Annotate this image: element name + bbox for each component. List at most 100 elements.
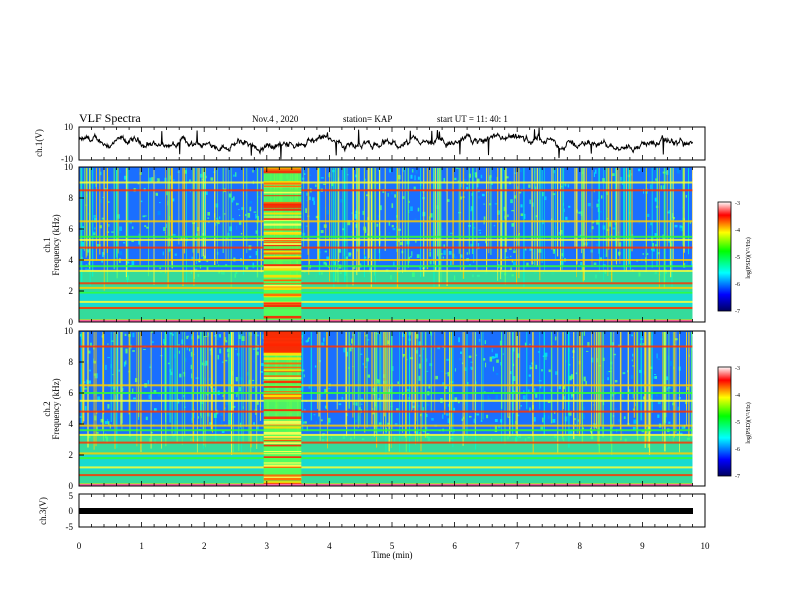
spec-noise-cell <box>324 388 327 393</box>
burst-line <box>263 239 302 242</box>
spec-noise-cell <box>579 234 582 237</box>
spec-noise-cell <box>627 221 631 226</box>
spec-noise-cell <box>164 232 166 234</box>
frequency-band <box>79 474 693 477</box>
spec-noise-cell <box>679 225 682 230</box>
spec-noise-cell <box>676 168 680 174</box>
spec-noise-cell <box>416 254 420 258</box>
spec-noise-cell <box>488 176 491 181</box>
spec-noise-cell <box>440 370 444 372</box>
spec-noise-cell <box>112 374 114 376</box>
ch1-cb-tick-1: -4 <box>735 228 740 234</box>
spec-noise-cell <box>328 243 330 246</box>
burst-line <box>263 423 302 425</box>
spec-noise-cell <box>459 358 462 361</box>
spec-noise-cell <box>425 414 428 417</box>
spec-noise-cell <box>240 232 243 235</box>
spec-noise-cell <box>402 393 404 395</box>
spec-noise-cell <box>579 343 582 348</box>
xtick-0: 0 <box>77 541 82 551</box>
spec-noise-cell <box>239 214 241 216</box>
spec-noise-cell <box>553 169 555 174</box>
spec-noise-cell <box>205 191 208 195</box>
spec-noise-cell <box>208 378 212 381</box>
spec-noise-cell <box>670 387 673 389</box>
spec-noise-cell <box>207 217 210 219</box>
spec-noise-cell <box>431 418 434 421</box>
spec-noise-cell <box>408 200 410 203</box>
spec-noise-cell <box>577 419 579 422</box>
burst-line <box>263 451 302 453</box>
spec-noise-cell <box>522 395 526 400</box>
burst-line <box>263 170 302 174</box>
spec-noise-cell <box>88 380 91 384</box>
spec-noise-cell <box>252 379 255 382</box>
spec-noise-cell <box>216 336 220 340</box>
spec-noise-cell <box>502 353 504 355</box>
spec-noise-cell <box>657 200 660 205</box>
spec-noise-cell <box>150 431 153 434</box>
spec-noise-cell <box>415 350 418 354</box>
spec-noise-cell <box>527 389 530 393</box>
spec-noise-cell <box>486 191 490 193</box>
spec-noise-cell <box>362 362 364 366</box>
burst-line <box>263 287 302 290</box>
spec-noise-cell <box>510 256 512 258</box>
spec-noise-cell <box>402 354 405 358</box>
spec-noise-cell <box>553 249 555 252</box>
ch2-cb-tick-3: -6 <box>735 447 740 453</box>
ch3-waveform-line <box>79 508 693 514</box>
xtick-2: 2 <box>202 541 207 551</box>
burst-line <box>263 481 302 484</box>
spec-noise-cell <box>207 212 210 216</box>
spec-noise-cell <box>125 360 127 365</box>
freq-tick-label: 6 <box>69 224 74 234</box>
spec-noise-cell <box>386 340 389 345</box>
spec-noise-cell <box>236 225 238 230</box>
spec-noise-cell <box>453 257 456 259</box>
spec-noise-cell <box>589 425 592 428</box>
spec-noise-cell <box>498 425 501 429</box>
spec-noise-cell <box>476 178 480 183</box>
spec-noise-cell <box>615 408 617 412</box>
spec-noise-cell <box>586 350 589 352</box>
spec-noise-cell <box>360 353 363 355</box>
spec-noise-cell <box>303 374 305 378</box>
spec-noise-cell <box>308 337 310 339</box>
spec-noise-cell <box>252 266 255 269</box>
spec-noise-cell <box>326 210 330 215</box>
burst-line <box>263 266 302 269</box>
spec-noise-cell <box>401 333 405 337</box>
spec-noise-cell <box>487 395 489 401</box>
spec-noise-cell <box>169 332 172 335</box>
spec-noise-cell <box>554 411 556 414</box>
spec-noise-cell <box>217 354 220 360</box>
spec-noise-cell <box>256 334 260 337</box>
frequency-band <box>79 429 693 432</box>
spec-noise-cell <box>517 414 520 417</box>
spec-noise-cell <box>601 195 603 199</box>
spec-noise-cell <box>118 369 120 372</box>
spec-noise-cell <box>608 222 611 227</box>
ch2-cb-label: log(PSD)(V²/Hz) <box>745 402 752 443</box>
frequency-band <box>79 392 693 394</box>
burst-line <box>263 241 302 244</box>
spec-noise-cell <box>321 392 323 397</box>
spec-noise-cell <box>123 242 126 244</box>
spec-noise-cell <box>447 403 450 407</box>
spec-noise-cell <box>362 210 365 215</box>
spec-noise-cell <box>209 422 212 425</box>
spec-noise-cell <box>435 375 438 380</box>
spec-noise-cell <box>534 186 537 191</box>
spec-noise-cell <box>512 390 516 392</box>
spec-noise-cell <box>235 172 237 177</box>
spec-noise-cell <box>648 223 650 229</box>
spec-noise-cell <box>324 405 327 409</box>
spec-noise-cell <box>231 197 234 203</box>
spec-noise-cell <box>249 255 252 258</box>
spec-noise-cell <box>491 356 495 359</box>
spec-noise-cell <box>455 167 459 169</box>
spec-noise-cell <box>348 252 352 256</box>
ch1-spec-ylabel: ch.1 <box>42 237 52 252</box>
spec-noise-cell <box>595 243 598 247</box>
